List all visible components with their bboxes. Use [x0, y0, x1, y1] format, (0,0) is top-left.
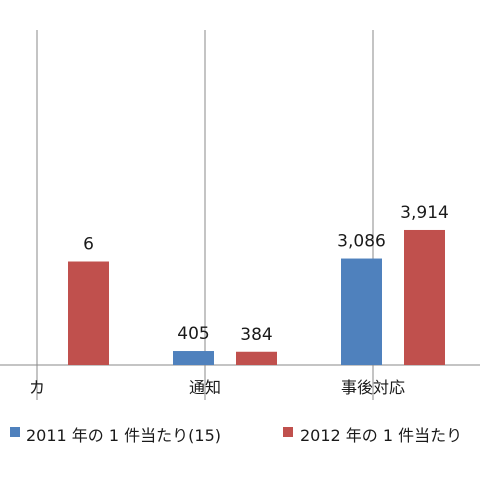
category-label: カ — [29, 378, 45, 397]
bars-layer — [68, 229, 445, 365]
category-label: 通知 — [189, 378, 221, 397]
data-label: 6 — [83, 235, 94, 255]
category-labels-layer: カ通知事後対応機会損失 — [29, 378, 405, 397]
legend-swatch-2011 — [10, 427, 20, 437]
bar — [236, 351, 277, 365]
bar — [404, 229, 445, 365]
category-label: 事後対応 — [341, 378, 405, 397]
legend-label-2011: 2011 年の 1 件当たり(15) — [26, 426, 221, 445]
legend-swatch-2012 — [283, 427, 293, 437]
bar — [341, 258, 382, 365]
data-label: 405 — [177, 324, 209, 344]
legend: 2011 年の 1 件当たり(15) 2012 年の 1 件当たり — [10, 426, 462, 445]
data-label: 3,086 — [337, 232, 386, 252]
data-label: 3,914 — [400, 203, 449, 223]
bar — [173, 351, 214, 365]
bar — [68, 261, 109, 365]
data-label: 384 — [240, 325, 272, 345]
legend-label-2012: 2012 年の 1 件当たり — [300, 426, 462, 445]
